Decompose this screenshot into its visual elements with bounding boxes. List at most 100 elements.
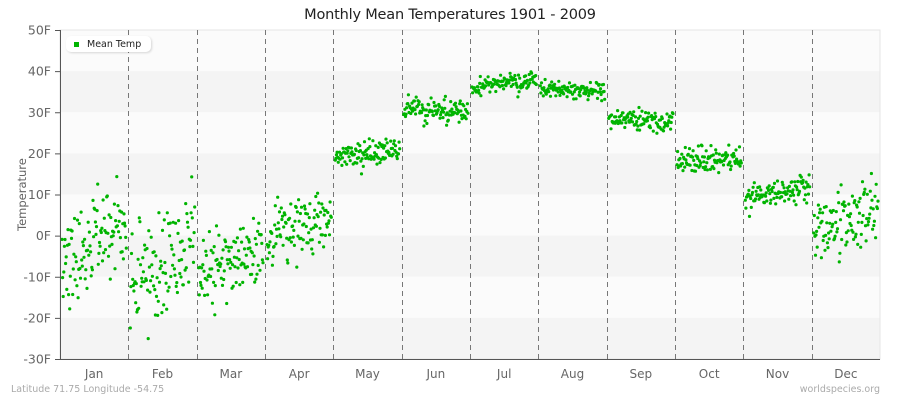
data-point (162, 218, 166, 222)
data-point (274, 227, 279, 231)
data-point (297, 219, 301, 223)
data-point (175, 281, 179, 285)
data-point (115, 175, 119, 179)
data-point (325, 225, 329, 229)
data-point (463, 114, 467, 118)
data-point (107, 213, 111, 217)
data-point (156, 299, 160, 303)
data-point (698, 163, 702, 168)
data-point (566, 85, 570, 90)
data-point (306, 241, 310, 245)
data-point (826, 246, 830, 250)
data-point (767, 188, 771, 192)
data-point (874, 182, 878, 186)
data-point (72, 216, 77, 221)
data-point (74, 255, 78, 259)
data-point (738, 164, 742, 168)
data-point (202, 269, 206, 273)
month-dividers (128, 30, 813, 359)
data-point (860, 220, 864, 224)
data-point (854, 232, 858, 236)
data-point (340, 156, 345, 160)
y-tick-labels: 50F 40F 30F 20F 10F 0F -10F -20F -30F (23, 23, 51, 367)
data-point (134, 301, 138, 305)
data-point (185, 212, 189, 216)
data-point (454, 105, 458, 109)
data-point (515, 85, 519, 89)
data-point (801, 178, 805, 182)
data-point (186, 225, 190, 229)
data-point (739, 161, 743, 165)
data-point (293, 219, 297, 223)
data-point (616, 109, 620, 113)
data-point (299, 205, 304, 209)
data-point (244, 253, 248, 257)
data-point (225, 301, 229, 306)
data-point (863, 187, 867, 191)
data-point (588, 80, 593, 85)
data-point (320, 202, 324, 206)
data-point (360, 157, 364, 161)
data-point (96, 182, 100, 186)
data-point (853, 199, 857, 203)
data-point (803, 193, 808, 197)
data-point (567, 81, 572, 85)
data-point (653, 111, 657, 115)
data-point (70, 229, 74, 233)
data-point (220, 283, 225, 287)
data-point (237, 257, 241, 262)
data-point (688, 163, 692, 167)
data-point (471, 91, 475, 95)
data-point (383, 144, 387, 148)
data-point (225, 258, 229, 262)
data-point (395, 157, 399, 161)
data-point (651, 129, 655, 133)
data-point (348, 159, 352, 163)
data-point (768, 201, 773, 205)
data-point (254, 242, 258, 246)
data-point (582, 86, 587, 90)
data-point (245, 265, 250, 269)
x-tick-label: Aug (561, 367, 584, 381)
data-point (329, 215, 333, 219)
data-point (424, 108, 428, 112)
data-point (213, 313, 217, 317)
data-point (121, 257, 125, 261)
data-point (794, 203, 798, 207)
y-tick-label: 30F (28, 105, 51, 120)
data-point (557, 79, 561, 83)
data-point (820, 219, 824, 223)
data-point (851, 230, 855, 234)
data-point (458, 99, 462, 103)
data-point (782, 186, 786, 190)
data-point (91, 198, 95, 202)
data-point (167, 285, 171, 289)
data-point (747, 188, 751, 192)
data-point (876, 199, 880, 203)
data-point (548, 94, 553, 98)
data-point (762, 201, 767, 205)
data-point (359, 172, 364, 176)
data-point (875, 206, 880, 211)
data-point (695, 163, 699, 168)
data-point (76, 296, 80, 300)
data-point (634, 122, 638, 126)
data-point (376, 145, 380, 149)
data-point (175, 290, 179, 295)
data-point (112, 202, 116, 206)
data-point (129, 251, 134, 256)
data-point (100, 259, 105, 263)
data-point (84, 268, 88, 272)
data-point (817, 225, 821, 229)
data-point (250, 272, 254, 276)
data-point (147, 265, 151, 269)
data-point (159, 264, 163, 268)
data-point (341, 146, 345, 150)
data-point (318, 226, 322, 230)
data-point (838, 251, 842, 255)
data-point (132, 289, 136, 293)
data-point (241, 280, 245, 284)
data-point (108, 244, 112, 248)
data-point (291, 224, 295, 228)
data-point (211, 251, 215, 255)
